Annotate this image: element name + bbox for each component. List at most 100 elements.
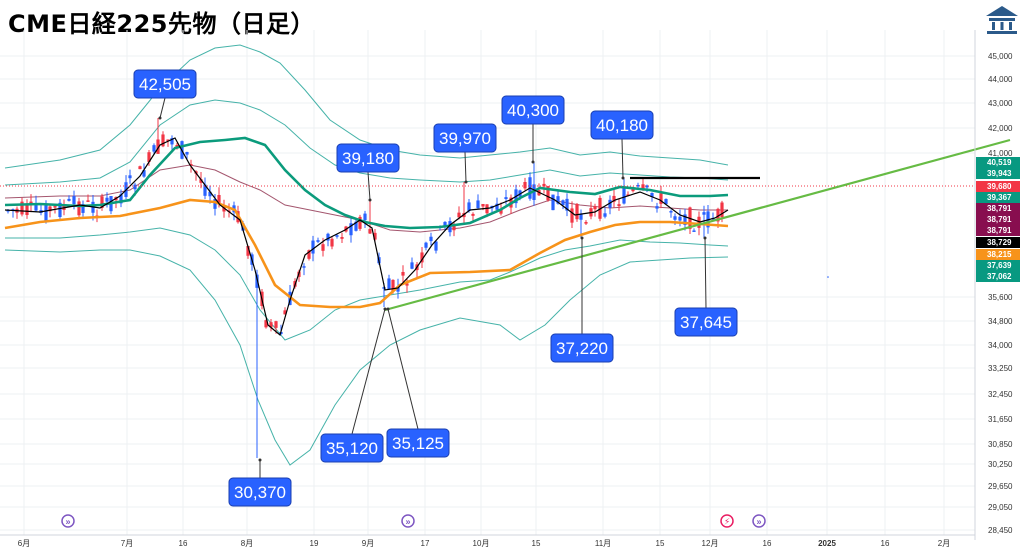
candle-body — [424, 242, 428, 248]
price-tag-label: 40,519 — [987, 158, 1012, 167]
candle-body — [495, 203, 499, 210]
price-callout — [228, 477, 292, 507]
price-tag-label: 38,215 — [987, 250, 1012, 259]
candle-body — [241, 223, 245, 231]
price-tag — [976, 271, 1020, 282]
price-tag — [976, 181, 1020, 192]
candle-body — [119, 194, 123, 204]
candle-body — [452, 225, 456, 231]
candle-body — [20, 201, 24, 215]
price-tick-label: 30,250 — [988, 460, 1013, 469]
candle-body — [457, 212, 461, 218]
candle-body — [255, 274, 259, 288]
time-tick-label: 2025 — [818, 539, 836, 548]
price-tag-label: 38,791 — [987, 226, 1012, 235]
price-tick-label: 45,000 — [988, 52, 1013, 61]
candle-body — [77, 201, 81, 216]
price-callout-label: 30,370 — [234, 483, 286, 502]
candle-body — [542, 183, 546, 187]
callout-anchor — [258, 458, 262, 462]
candle-body — [358, 216, 362, 229]
price-tag-label: 39,943 — [987, 169, 1012, 178]
price-tick-label: 30,850 — [988, 440, 1013, 449]
candle-body — [636, 184, 640, 187]
price-callout — [433, 123, 497, 153]
price-tick-label: 31,650 — [988, 415, 1013, 424]
callout-leader — [621, 138, 624, 179]
price-tag — [976, 157, 1020, 168]
candle-body — [166, 139, 170, 141]
candle-body — [307, 250, 311, 259]
candle-body — [326, 233, 330, 241]
candle-body — [349, 223, 353, 236]
time-tick-label: 8月 — [241, 539, 253, 548]
price-tag — [976, 237, 1020, 248]
candle-body — [655, 206, 659, 209]
callout-anchor — [580, 236, 584, 240]
price-callout — [590, 110, 654, 140]
candle-body — [631, 188, 635, 192]
candle-body — [471, 213, 475, 216]
moving-averages — [0, 136, 1011, 337]
price-tag-label: 39,680 — [987, 182, 1012, 191]
time-tick-label: 7月 — [121, 539, 133, 548]
candle-body — [208, 191, 212, 197]
price-tag-label: 39,367 — [987, 193, 1012, 202]
candle-body — [373, 232, 377, 240]
callout-anchor — [703, 236, 707, 240]
moving-average-mid — [4, 136, 729, 230]
candle-body — [105, 197, 109, 202]
band-line — [4, 99, 729, 186]
candle-body — [669, 211, 673, 213]
candle-body — [81, 204, 85, 213]
price-callout-label: 40,300 — [507, 101, 559, 120]
candle-body — [48, 206, 52, 212]
candle-body — [213, 199, 217, 209]
marker-dot — [827, 276, 829, 278]
candle-body — [387, 278, 391, 290]
candle-body — [72, 196, 76, 205]
candle-body — [340, 236, 344, 239]
annotations: 42,505 39,180 39,970 40,300 40,180 30,370 35,1… — [133, 69, 738, 507]
callout-anchor — [368, 198, 372, 202]
price-callout-label: 42,505 — [139, 75, 191, 94]
candle-body — [650, 192, 654, 197]
forward-icon — [61, 514, 75, 528]
callout-leader — [367, 171, 371, 201]
candle-body — [147, 152, 151, 162]
time-tick-label: 12月 — [702, 539, 719, 548]
candle-body — [702, 212, 706, 215]
candle-body — [53, 206, 57, 208]
candle-body — [664, 198, 668, 205]
candle-body — [504, 197, 508, 200]
bank-building-icon[interactable] — [984, 4, 1020, 36]
candle-body — [659, 193, 663, 204]
candle-body — [264, 320, 268, 328]
candle-body — [593, 206, 597, 210]
moving-average-long — [4, 198, 729, 309]
price-tick-label: 29,650 — [988, 482, 1013, 491]
candle-body — [321, 244, 325, 251]
candle-body — [622, 187, 626, 204]
candle-body — [44, 203, 48, 222]
candle-body — [283, 310, 287, 315]
price-tick-label: 33,250 — [988, 364, 1013, 373]
candle-body — [354, 221, 358, 231]
time-tick-label: 2月 — [938, 539, 950, 548]
candle-body — [316, 240, 320, 242]
price-tag-label: 38,791 — [987, 204, 1012, 213]
candle-body — [570, 208, 574, 223]
candle-body — [274, 321, 278, 328]
band-line — [4, 249, 729, 466]
candle-body — [579, 214, 583, 220]
candle-body — [697, 216, 701, 228]
price-callout — [133, 69, 197, 99]
price-callout-label: 37,220 — [556, 339, 608, 358]
forward-icon-glyph: » — [405, 517, 410, 527]
candle-body — [645, 185, 649, 188]
time-tick-label: 15 — [656, 539, 665, 548]
price-callout-label: 35,120 — [326, 439, 378, 458]
price-axis: 45,000 44,000 43,000 42,000 41,000 35,600 34,8… — [974, 30, 1020, 540]
grid — [0, 30, 975, 535]
candle-body — [405, 283, 409, 286]
